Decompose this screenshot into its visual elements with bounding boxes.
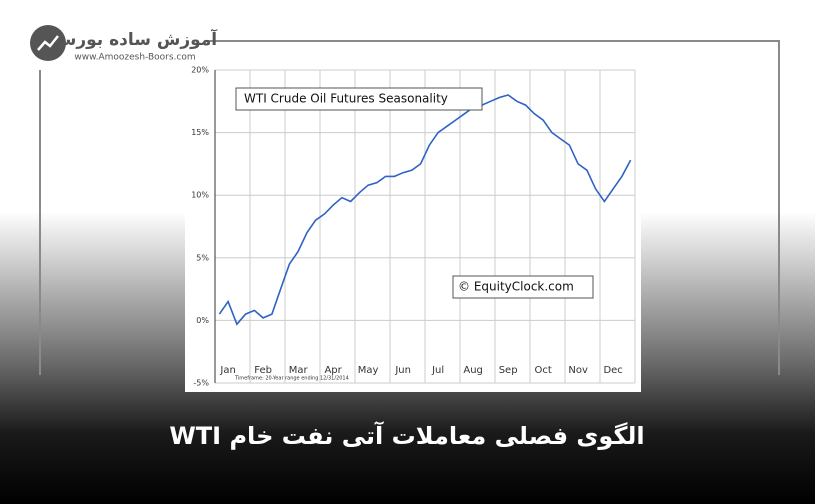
y-tick-label: 20% bbox=[191, 66, 209, 75]
chart-background bbox=[185, 62, 641, 392]
x-tick-label: Aug bbox=[463, 365, 483, 376]
x-tick-label: Jan bbox=[219, 365, 235, 376]
y-tick-label: -5% bbox=[193, 379, 209, 388]
x-tick-label: Jul bbox=[431, 365, 444, 376]
logo-name: آموزش ساده بورس bbox=[53, 28, 218, 50]
data-line bbox=[218, 94, 632, 326]
x-tick-label: Mar bbox=[289, 365, 309, 376]
chart: -5% 0% 5% 10% 15% 20% Jan Feb Mar Apr May Jun Jul Aug… bbox=[191, 66, 636, 388]
x-tick-label: Dec bbox=[603, 365, 622, 376]
y-tick-label: 15% bbox=[191, 128, 209, 137]
x-tick-label: May bbox=[358, 365, 379, 376]
y-tick-label: 0% bbox=[196, 316, 209, 325]
x-tick-label: Oct bbox=[534, 365, 551, 376]
y-tick-label: 5% bbox=[196, 253, 209, 262]
x-tick-label: Sep bbox=[499, 365, 518, 376]
logo-url: www.Amoozesh-Boors.com bbox=[74, 53, 195, 63]
x-tick-label: Jun bbox=[394, 365, 411, 376]
frame bbox=[39, 40, 780, 375]
watermark: © EquityClock.com bbox=[458, 280, 574, 294]
y-tick-label: 10% bbox=[191, 191, 209, 200]
footnote: Timeframe: 20-Year range ending 12/31/20… bbox=[234, 376, 349, 382]
chart-title: WTI Crude Oil Futures Seasonality bbox=[244, 92, 448, 106]
banner-title: الگوی فصلی معاملات آتی نفت خام WTI bbox=[169, 421, 644, 450]
logo-arrow bbox=[37, 35, 59, 51]
title-box bbox=[235, 87, 483, 111]
watermark-box bbox=[452, 275, 594, 299]
x-tick-label: Feb bbox=[254, 365, 272, 376]
x-tick-label: Apr bbox=[324, 365, 342, 376]
x-tick-label: Nov bbox=[568, 365, 588, 376]
